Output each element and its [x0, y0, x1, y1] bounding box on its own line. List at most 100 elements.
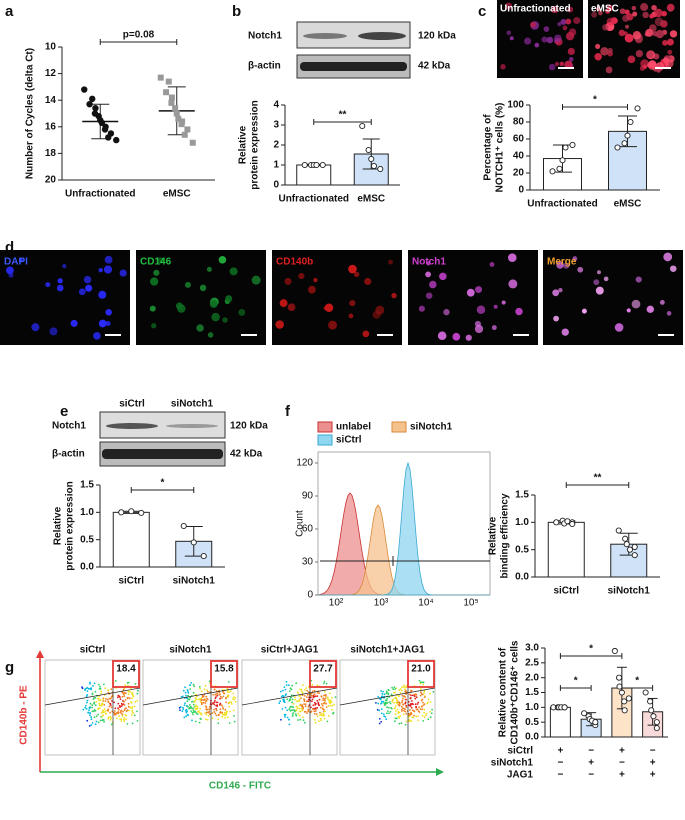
- flow-dot: [195, 704, 197, 707]
- data-point: [180, 522, 187, 530]
- y-tick-label: 0.5: [525, 717, 539, 728]
- data-point: [86, 100, 93, 108]
- data-point: [377, 165, 384, 173]
- flow-dot: [228, 705, 231, 708]
- flow-dot: [192, 683, 195, 686]
- micrograph: [272, 250, 402, 345]
- flow-dot: [303, 689, 306, 691]
- flow-dot: [400, 708, 403, 711]
- flow-dot: [205, 708, 208, 711]
- flow-dot: [216, 701, 219, 704]
- y-tick-label: 0.5: [515, 544, 529, 555]
- flow-dot: [101, 719, 104, 722]
- cell: [667, 49, 673, 55]
- flow-dot: [109, 704, 112, 706]
- panel-label: g: [5, 659, 14, 676]
- annotation: **: [594, 473, 602, 484]
- cell: [568, 28, 577, 36]
- cell: [49, 327, 58, 336]
- flow-dot: [86, 701, 88, 704]
- flow-dot: [127, 705, 130, 708]
- flow-dot: [319, 711, 321, 714]
- flow-dot: [216, 704, 219, 706]
- flow-dot: [102, 698, 104, 701]
- flow-dot: [88, 706, 91, 709]
- flow-dot: [123, 709, 126, 712]
- flow-dot: [119, 698, 122, 700]
- flow-dot: [292, 709, 294, 711]
- flow-dot: [107, 701, 110, 703]
- flow-dot: [215, 714, 218, 717]
- panel-label: a: [5, 3, 14, 20]
- blot-header: siCtrl: [119, 399, 145, 410]
- flow-dot: [313, 707, 316, 710]
- flow-dot: [288, 698, 291, 701]
- flow-dot: [429, 710, 432, 713]
- cell: [8, 272, 14, 278]
- flow-dot: [125, 714, 128, 717]
- cell: [654, 17, 664, 27]
- flow-dot: [218, 713, 221, 716]
- condition-mark: +: [650, 770, 656, 781]
- flow-dot: [213, 711, 216, 713]
- flow-dot: [90, 724, 93, 726]
- axis-arrow: [36, 650, 44, 658]
- condition-mark: +: [557, 746, 563, 757]
- flow-dot: [429, 701, 432, 703]
- flow-dot: [318, 704, 321, 707]
- flow-dot: [100, 711, 103, 714]
- cell: [560, 19, 567, 25]
- cell: [631, 5, 637, 11]
- flow-dot: [401, 699, 404, 702]
- flow-dot: [104, 700, 107, 702]
- flow-dot: [380, 708, 383, 710]
- cell: [78, 288, 86, 296]
- flow-dot: [418, 706, 420, 709]
- flow-dot: [202, 701, 205, 704]
- flow-dot: [124, 684, 127, 687]
- flow-dot: [404, 686, 406, 688]
- flow-dot: [301, 704, 304, 707]
- data-point: [113, 136, 120, 144]
- data-point: [650, 713, 657, 720]
- flow-dot: [325, 706, 328, 708]
- flow-dot: [131, 709, 134, 712]
- flow-dot: [395, 699, 398, 702]
- condition-mark: −: [557, 758, 563, 769]
- flow-dot: [218, 691, 221, 694]
- flow-dot: [403, 709, 405, 712]
- flow-dot: [109, 719, 112, 721]
- flow-dot: [282, 698, 285, 701]
- flow-dot: [316, 707, 319, 709]
- flow-dot: [307, 705, 310, 708]
- flow-dot: [192, 709, 195, 712]
- flow-dot: [204, 702, 207, 704]
- cell: [364, 277, 372, 286]
- flow-dot: [118, 715, 120, 717]
- y-axis-label: CD140b⁺CD146⁺ cells: [510, 640, 521, 744]
- flow-dot: [119, 706, 121, 709]
- image-label: CD146: [140, 257, 172, 268]
- cell: [308, 285, 316, 294]
- flow-dot: [310, 694, 313, 697]
- flow-dot: [232, 692, 235, 695]
- flow-dot: [405, 689, 407, 692]
- flow-dot: [211, 702, 214, 705]
- flow-dot: [204, 712, 207, 714]
- y-tick-label: 1.5: [525, 687, 539, 698]
- data-point: [89, 95, 96, 103]
- flow-dot: [326, 696, 329, 699]
- flow-dot: [109, 702, 112, 705]
- cell: [614, 323, 624, 332]
- flow-dot: [291, 684, 294, 687]
- flow-dot: [385, 718, 388, 721]
- image-label: Unfractionated: [500, 4, 571, 15]
- gate-box: [407, 660, 435, 688]
- flow-dot: [404, 701, 407, 704]
- blot-size: 120 kDa: [230, 421, 268, 432]
- flow-dot: [214, 712, 217, 715]
- flow-dot: [324, 690, 326, 693]
- flow-dot: [89, 681, 91, 684]
- cell: [646, 50, 654, 58]
- flow-dot: [104, 687, 107, 689]
